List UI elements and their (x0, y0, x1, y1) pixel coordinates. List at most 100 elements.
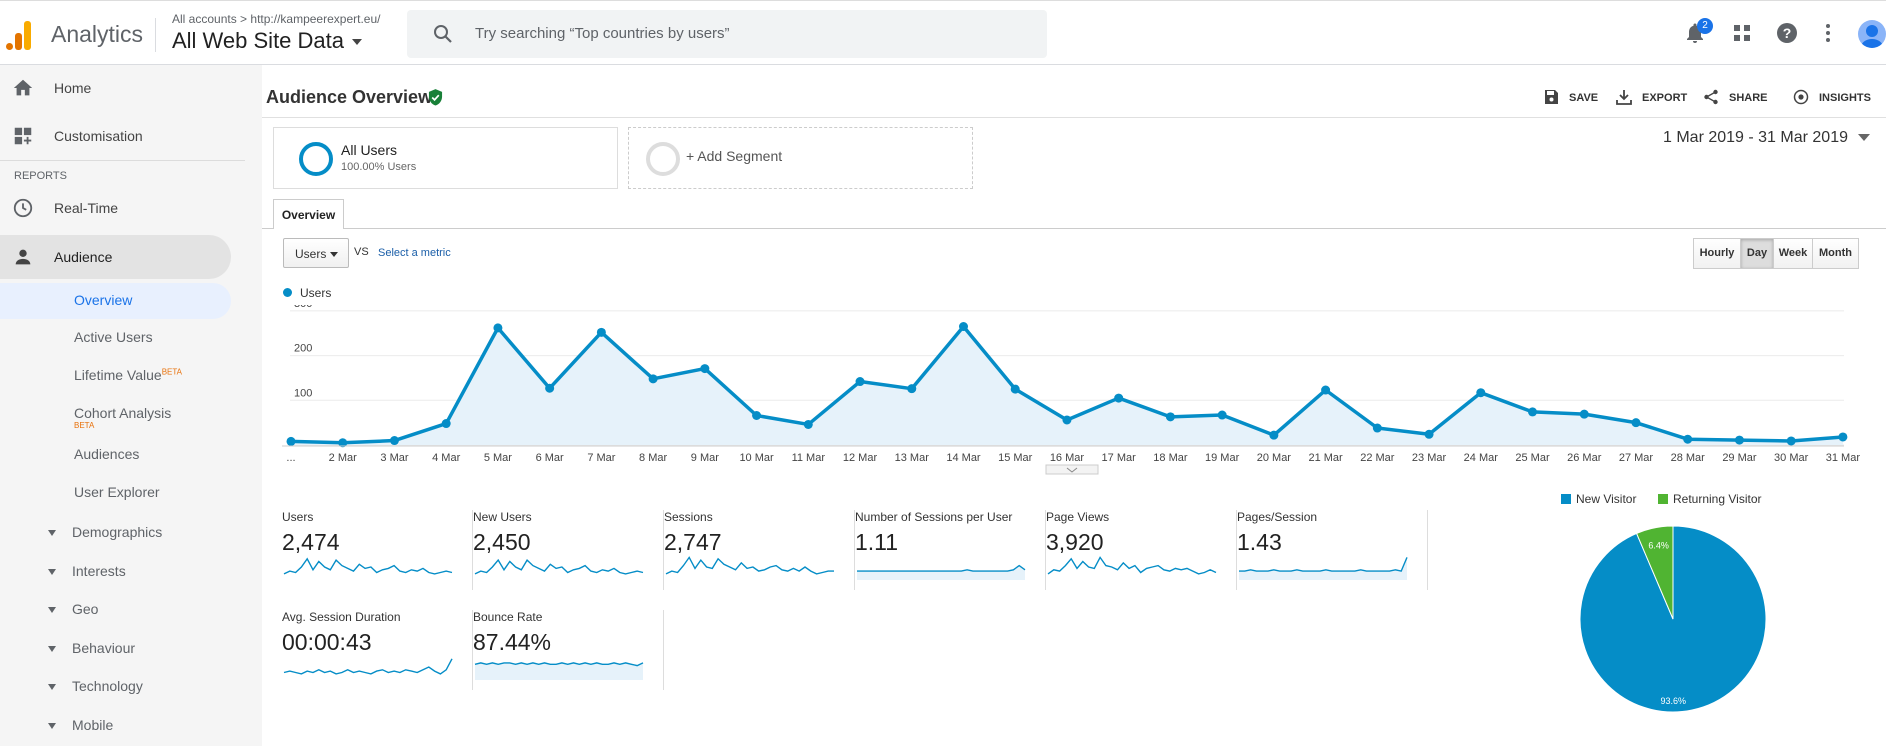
add-segment-button[interactable]: + Add Segment (628, 127, 973, 189)
users-series-area (291, 326, 1843, 445)
metric-selector[interactable]: Users (283, 238, 349, 268)
sidebar-group-geo[interactable]: Geo (48, 601, 98, 617)
breadcrumb-root[interactable]: All accounts (172, 12, 237, 26)
granularity-month-button[interactable]: Month (1812, 238, 1859, 269)
metric-label: Number of Sessions per User (855, 510, 1013, 524)
select-metric-link[interactable]: Select a metric (378, 247, 451, 259)
metric-value: 00:00:43 (282, 629, 372, 655)
caret-down-icon (48, 723, 56, 730)
app-name[interactable]: Analytics (51, 21, 144, 47)
tab-overview[interactable]: Overview (273, 199, 344, 229)
metric-card[interactable]: Avg. Session Duration 00:00:43 (282, 610, 473, 690)
sidebar-group-mobile[interactable]: Mobile (48, 717, 113, 733)
segment-name: All Users (341, 142, 398, 158)
vs-label: VS (354, 246, 369, 258)
breadcrumb-property[interactable]: http://kampeerexpert.eu/ (250, 12, 381, 26)
account-avatar[interactable] (1858, 20, 1886, 48)
caret-down-icon (330, 252, 338, 257)
x-tick-label: 10 Mar (739, 452, 774, 464)
metric-card[interactable]: Bounce Rate 87.44% (473, 610, 664, 690)
sidebar-item-overview[interactable]: Overview (0, 283, 231, 319)
x-tick-label: 12 Mar (843, 452, 878, 464)
sidebar-group-demographics[interactable]: Demographics (48, 524, 162, 540)
metric-label: Bounce Rate (473, 610, 543, 624)
more-vert-icon[interactable] (1816, 21, 1840, 45)
sparkline-area (857, 565, 1025, 580)
sidebar-item-cohort-analysis[interactable]: Cohort Analysis (74, 405, 172, 421)
sidebar-item-label: Home (54, 80, 92, 96)
sidebar-item-home[interactable]: Home (0, 66, 231, 110)
analytics-logo-icon[interactable] (6, 20, 32, 50)
sidebar-group-label: Demographics (72, 524, 163, 540)
granularity-hourly-button[interactable]: Hourly (1693, 238, 1741, 269)
sparkline-line (474, 558, 644, 575)
x-tick-label: 15 Mar (998, 452, 1033, 464)
data-point (1476, 388, 1486, 398)
x-tick-label: 6 Mar (536, 452, 564, 464)
share-icon (1704, 89, 1718, 105)
legend-label: Returning Visitor (1673, 492, 1762, 506)
sidebar-divider (0, 160, 245, 161)
x-tick-label: 20 Mar (1257, 452, 1292, 464)
apps-icon[interactable] (1730, 21, 1754, 45)
sidebar-group-technology[interactable]: Technology (48, 678, 143, 694)
metric-sparkline (283, 658, 453, 675)
data-point (1165, 412, 1175, 422)
data-point (1424, 429, 1434, 439)
x-tick-label: 14 Mar (946, 452, 981, 464)
y-tick-label: 300 (294, 305, 312, 310)
sidebar-item-active-users[interactable]: Active Users (74, 329, 153, 345)
sidebar-item-customisation[interactable]: Customisation (0, 114, 231, 158)
metric-card[interactable]: Number of Sessions per User 1.11 (855, 510, 1046, 590)
search-input[interactable]: Try searching “Top countries by users” (407, 10, 1047, 58)
metric-sparkline (857, 564, 1026, 580)
data-point (286, 436, 296, 446)
metric-card[interactable]: Page Views 3,920 (1046, 510, 1237, 590)
data-point (596, 327, 606, 337)
search-icon (434, 25, 452, 43)
metric-value: 87.44% (473, 629, 552, 655)
sidebar-group-behaviour[interactable]: Behaviour (48, 640, 135, 656)
granularity-day-button[interactable]: Day (1740, 238, 1774, 269)
metric-value: 1.43 (1237, 529, 1282, 555)
pie-value-label: 93.6% (1661, 696, 1687, 706)
sidebar-item-audience[interactable]: Audience (0, 235, 231, 279)
breadcrumb[interactable]: All accounts > http://kampeerexpert.eu/ (172, 12, 381, 26)
pie-legend-returning-visitor: Returning Visitor (1658, 492, 1762, 506)
legend-label: New Visitor (1576, 492, 1637, 506)
metric-sparkline (665, 556, 834, 575)
notification-count-badge: 2 (1697, 18, 1713, 34)
metric-card[interactable]: Users 2,474 (282, 510, 473, 590)
x-tick-label: 8 Mar (639, 452, 667, 464)
beta-badge: BETA (74, 421, 95, 430)
chevron-down-icon (1066, 467, 1078, 473)
data-point (1683, 434, 1693, 444)
help-icon[interactable]: ? (1775, 21, 1799, 45)
metric-card[interactable]: New Users 2,450 (473, 510, 664, 590)
data-point (1372, 423, 1382, 433)
data-point (1838, 432, 1848, 442)
y-tick-label: 200 (294, 343, 312, 355)
metric-value: 3,920 (1046, 529, 1104, 555)
metric-card[interactable]: Sessions 2,747 (664, 510, 855, 590)
sidebar-item-audiences[interactable]: Audiences (74, 446, 140, 462)
sidebar-item-user-explorer[interactable]: User Explorer (74, 484, 160, 500)
sidebar-item-realtime[interactable]: Real-Time (0, 186, 231, 230)
header-divider (262, 117, 1886, 118)
x-tick-label: 3 Mar (380, 452, 408, 464)
metric-card[interactable]: Pages/Session 1.43 (1237, 510, 1428, 590)
view-selector[interactable]: All Web Site Data (172, 28, 363, 54)
date-range-picker[interactable]: 1 Mar 2019 - 31 Mar 2019 (1663, 129, 1870, 147)
granularity-week-button[interactable]: Week (1773, 238, 1813, 269)
segment-all-users[interactable]: All Users 100.00% Users (273, 127, 618, 189)
data-point (1579, 409, 1589, 419)
x-tick-label: 29 Mar (1722, 452, 1757, 464)
sidebar-item-lifetime-value[interactable]: Lifetime ValueBETA (74, 367, 182, 383)
sparkline-line (665, 556, 834, 575)
pie-value-label: 6.4% (1648, 540, 1669, 550)
date-range-label: 1 Mar 2019 - 31 Mar 2019 (1663, 129, 1848, 146)
data-point (1786, 436, 1796, 446)
sidebar-group-interests[interactable]: Interests (48, 563, 126, 579)
metric-label: New Users (473, 510, 532, 524)
data-point (855, 377, 865, 387)
